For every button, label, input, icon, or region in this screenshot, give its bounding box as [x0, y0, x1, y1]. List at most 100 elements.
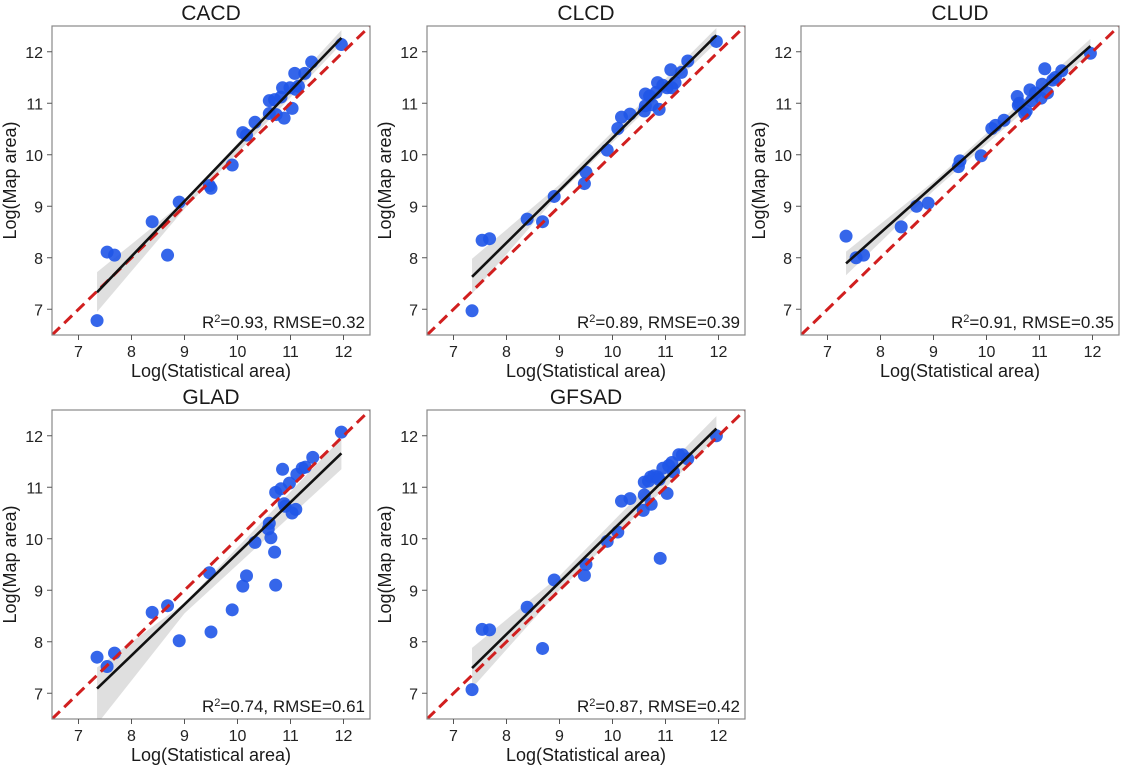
y-tick-label: 7 [409, 302, 418, 319]
y-tick-label: 10 [400, 148, 418, 165]
r2-rmse-annotation: R2=0.87, RMSE=0.42 [577, 697, 740, 716]
x-tick-label: 8 [127, 344, 136, 361]
data-point [145, 605, 159, 619]
x-tick-label: 11 [1031, 344, 1048, 361]
x-tick-label: 7 [449, 344, 458, 361]
data-point [637, 488, 651, 502]
panel-cacd: 7 8 9 10 11 12 7 8 9 10 11 12 CACD Log(Statistical ar… [0, 2, 371, 381]
x-tick-label: 9 [555, 728, 564, 745]
data-point [268, 545, 282, 559]
r2-symbol: R [577, 313, 589, 332]
data-point [1040, 86, 1054, 100]
data-point [681, 54, 695, 68]
data-point [1038, 62, 1052, 76]
y-axis-label: Log(Map area) [375, 505, 395, 623]
data-point [644, 497, 658, 511]
x-tick-label: 12 [710, 344, 728, 361]
data-point [277, 111, 291, 125]
y-tick-label: 7 [34, 302, 43, 319]
data-point [288, 66, 302, 80]
x-tick-label: 8 [502, 728, 511, 745]
y-tick-label: 9 [409, 199, 418, 216]
plot-frame [51, 25, 371, 336]
y-tick-label: 12 [25, 45, 43, 62]
x-tick-label: 10 [978, 344, 996, 361]
data-point [520, 600, 534, 614]
x-tick-label: 10 [604, 728, 622, 745]
data-point [465, 304, 479, 318]
panel-clud: 7 8 9 10 11 12 7 8 9 10 11 12 CLUD Log(Statistical ar… [749, 2, 1120, 381]
data-point [204, 625, 218, 639]
data-point [623, 492, 637, 506]
data-point [974, 149, 988, 163]
y-tick-label: 12 [25, 429, 43, 446]
x-tick-label: 11 [282, 344, 299, 361]
r2-rmse-annotation: R2=0.91, RMSE=0.35 [951, 313, 1114, 332]
y-tick-label: 9 [34, 199, 43, 216]
data-point [623, 107, 637, 121]
y-tick-label: 8 [409, 251, 418, 268]
x-tick-label: 12 [335, 728, 353, 745]
plot-area [52, 410, 370, 719]
data-point [225, 603, 239, 617]
plot-area [427, 26, 745, 335]
data-point [204, 181, 218, 195]
data-point [240, 569, 254, 583]
confidence-band [97, 438, 342, 719]
x-tick-label: 10 [604, 344, 622, 361]
x-tick-label: 10 [229, 344, 247, 361]
y-tick-label: 11 [26, 96, 43, 113]
data-point [305, 55, 319, 69]
x-tick-label: 9 [555, 344, 564, 361]
x-axis-label: Log(Statistical area) [131, 361, 291, 381]
x-tick-label: 12 [1084, 344, 1102, 361]
r2-rmse-annotation: R2=0.89, RMSE=0.39 [577, 313, 740, 332]
data-point [334, 425, 348, 439]
y-tick-label: 10 [774, 148, 792, 165]
plot-frame [426, 25, 746, 336]
data-point [653, 551, 667, 565]
y-tick-label: 10 [25, 148, 43, 165]
x-tick-label: 11 [657, 728, 674, 745]
x-tick-label: 11 [657, 344, 674, 361]
y-tick-label: 8 [34, 635, 43, 652]
data-point [282, 476, 296, 490]
x-tick-label: 8 [876, 344, 885, 361]
y-tick-label: 9 [409, 583, 418, 600]
plot-frame [800, 25, 1120, 336]
data-point [172, 195, 186, 209]
data-point [483, 623, 497, 637]
x-tick-label: 7 [823, 344, 832, 361]
data-point [276, 462, 290, 476]
y-tick-label: 8 [409, 635, 418, 652]
x-tick-label: 8 [502, 344, 511, 361]
y-tick-label: 11 [26, 480, 43, 497]
data-point [577, 568, 591, 582]
data-point [172, 634, 186, 648]
r2-symbol: R [951, 313, 963, 332]
identity-line [427, 410, 745, 719]
y-axis-label: Log(Map area) [0, 505, 20, 623]
panel-title: CACD [181, 2, 241, 25]
data-point [298, 66, 312, 80]
r2-rmse-values: =0.89, RMSE=0.39 [595, 313, 740, 332]
panel-title: GLAD [182, 386, 239, 409]
data-point [145, 215, 159, 229]
x-axis-label: Log(Statistical area) [506, 745, 666, 765]
y-axis-label: Log(Map area) [375, 121, 395, 239]
y-axis-label: Log(Map area) [0, 121, 20, 239]
y-tick-label: 9 [34, 583, 43, 600]
y-tick-label: 10 [400, 532, 418, 549]
panel-gfsad: 7 8 9 10 11 12 7 8 9 10 11 12 GFSAD Log(Statistical a… [375, 386, 746, 765]
data-point [921, 196, 935, 210]
regression-line [845, 45, 1092, 265]
panel-title: CLCD [557, 2, 614, 25]
data-point [108, 248, 122, 262]
data-point [291, 79, 305, 93]
y-tick-label: 11 [401, 480, 418, 497]
regression-line [96, 36, 343, 294]
r2-rmse-annotation: R2=0.74, RMSE=0.61 [202, 697, 365, 716]
data-point [289, 502, 303, 516]
data-point [465, 683, 479, 697]
